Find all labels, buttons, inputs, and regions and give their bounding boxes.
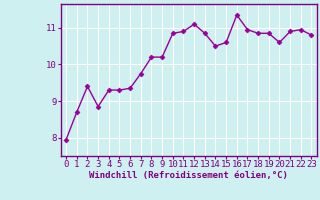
X-axis label: Windchill (Refroidissement éolien,°C): Windchill (Refroidissement éolien,°C) xyxy=(89,171,288,180)
